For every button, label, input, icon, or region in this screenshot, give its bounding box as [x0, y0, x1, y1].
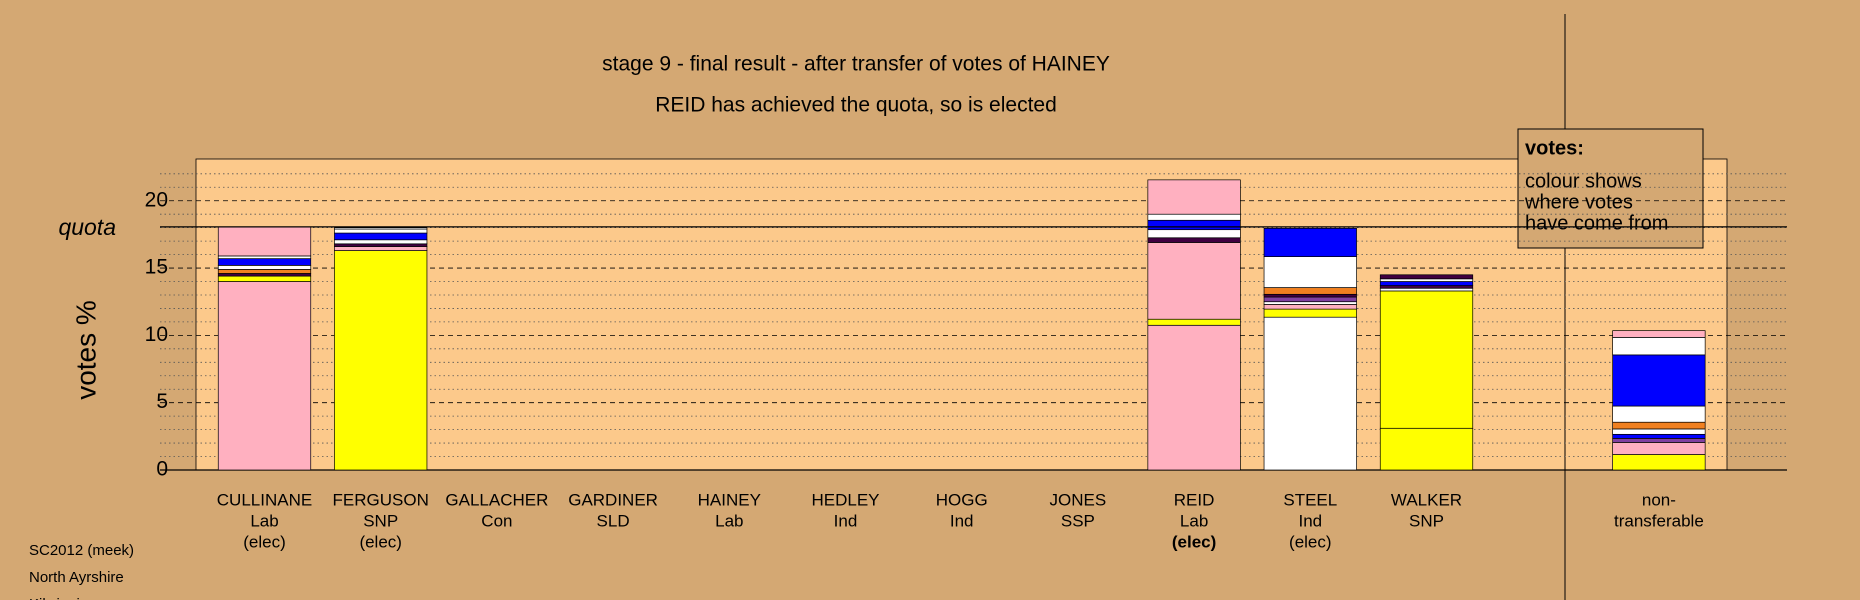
x-tick-label: CULLINANE	[217, 490, 312, 509]
bar-segment	[1147, 242, 1241, 320]
chart-title: stage 9 - final result - after transfer …	[602, 53, 1110, 76]
bar-segment	[1147, 219, 1241, 231]
bar-segment	[334, 246, 428, 251]
x-tick-label: JONES	[1050, 490, 1107, 509]
bar-segment	[217, 265, 312, 270]
bar-segment	[334, 243, 428, 247]
y-tick-label: 20	[145, 188, 168, 211]
bar-segment	[217, 255, 312, 259]
bar-segment	[1379, 285, 1474, 289]
bar-segment	[217, 275, 312, 282]
bar-segment	[217, 226, 312, 257]
bar-segment	[1379, 427, 1474, 471]
bar-segment	[1612, 442, 1706, 455]
x-tick-label: SSP	[1061, 511, 1095, 530]
bar-segment	[217, 273, 312, 277]
bar-segment	[1379, 274, 1474, 280]
x-tick-label: (elec)	[1289, 532, 1332, 551]
bar-segment	[1263, 308, 1357, 318]
bar-segment	[1612, 405, 1706, 423]
x-tick-label: Ind	[1298, 511, 1322, 530]
bar-segment	[1612, 438, 1706, 443]
x-tick-label: SNP	[1409, 511, 1444, 530]
legend-text: have come from	[1525, 212, 1668, 234]
bar-segment	[1263, 304, 1357, 310]
bar-segment	[1263, 293, 1357, 298]
x-tick-label: (elec)	[243, 532, 286, 551]
bar-segment	[1379, 278, 1474, 282]
bar-segment	[1147, 229, 1241, 239]
x-tick-label: Lab	[250, 511, 278, 530]
bar-segment	[1612, 354, 1706, 407]
x-tick-label: transferable	[1614, 511, 1704, 530]
x-tick-label: SLD	[597, 511, 630, 530]
quota-label: quota	[58, 214, 116, 240]
x-tick-label: Lab	[715, 511, 743, 530]
bar-segment	[1263, 296, 1357, 303]
x-tick-label: GARDINER	[568, 490, 658, 509]
bar-segment	[1147, 179, 1241, 215]
bar-segment	[1147, 318, 1241, 326]
y-tick-label: 5	[156, 390, 168, 413]
bar-segment	[1612, 454, 1706, 471]
bar-segment	[1379, 290, 1474, 429]
bar-segment	[217, 281, 312, 471]
bar-segment	[1379, 281, 1474, 286]
bar-segment	[1379, 287, 1474, 292]
x-tick-label: HOGG	[936, 490, 988, 509]
x-tick-label: STEEL	[1283, 490, 1337, 509]
legend-text: where votes	[1524, 191, 1633, 213]
x-tick-label: FERGUSON	[333, 490, 429, 509]
legend-heading: votes:	[1525, 137, 1584, 159]
x-tick-label: Lab	[1180, 511, 1208, 530]
y-tick-label: 15	[145, 256, 168, 279]
bar-segment	[1612, 428, 1706, 435]
x-tick-label: HEDLEY	[811, 490, 879, 509]
bar-segment	[1263, 256, 1357, 288]
bar-segment	[334, 232, 428, 241]
bar-segment	[217, 269, 312, 274]
x-tick-label: HAINEY	[698, 490, 761, 509]
footer-text: SC2012 (meek)	[29, 542, 134, 559]
x-tick-label: SNP	[363, 511, 398, 530]
x-tick-label: Ind	[950, 511, 974, 530]
bar-segment	[1612, 421, 1706, 430]
legend-box	[1517, 128, 1704, 249]
bar-segment	[1147, 213, 1241, 221]
bar-segment	[1612, 433, 1706, 439]
y-tick-label: 0	[156, 458, 168, 481]
bar-segment	[334, 239, 428, 245]
x-tick-label: Ind	[834, 511, 858, 530]
legend-text: colour shows	[1525, 170, 1642, 192]
bar-segment	[217, 258, 312, 266]
bar-segment	[1263, 301, 1357, 305]
footer-text: Kilwinning	[29, 596, 97, 600]
x-tick-label: (elec)	[359, 532, 402, 551]
x-tick-label: Con	[481, 511, 512, 530]
footer-text: North Ayrshire	[29, 569, 124, 586]
x-tick-label: WALKER	[1391, 490, 1462, 509]
bar-segment	[1263, 227, 1357, 257]
bar-segment	[334, 250, 428, 471]
chart-subtitle: REID has achieved the quota, so is elect…	[655, 94, 1057, 117]
bar-segment	[1263, 287, 1357, 295]
bar-segment	[334, 227, 428, 230]
bar-segment	[1147, 237, 1241, 243]
bar-segment	[1263, 316, 1357, 471]
x-tick-label: non-	[1642, 490, 1676, 509]
bar-segment	[1147, 324, 1241, 471]
bar-segment	[1612, 330, 1706, 338]
bar-segment	[1612, 337, 1706, 356]
x-tick-label: REID	[1174, 490, 1215, 509]
x-tick-label: (elec)	[1172, 532, 1216, 551]
y-tick-label: 10	[145, 323, 168, 346]
bar-segment	[334, 228, 428, 234]
x-tick-label: GALLACHER	[445, 490, 548, 509]
y-axis-label: votes %	[70, 300, 101, 400]
